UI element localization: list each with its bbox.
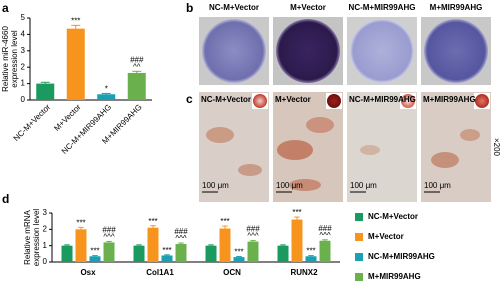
y-tick-label: 3	[21, 46, 26, 55]
image-label: NC-M+Vector	[209, 3, 259, 12]
significance-label: ###	[318, 224, 332, 233]
y-tick-label: 3	[43, 208, 48, 217]
scale-bar-label: 100 μm	[424, 181, 451, 190]
significance-label: ***	[76, 218, 85, 227]
significance-label: ###	[130, 55, 144, 64]
significance-label: ***	[162, 246, 171, 255]
x-tick-label: NC-M+Vector	[12, 102, 53, 143]
legend-label: M+Vector	[368, 232, 404, 241]
legend-label: NC-M+Vector	[368, 212, 418, 221]
scale-bar-label: 100 μm	[350, 181, 377, 190]
significance-label: ***	[148, 217, 157, 226]
bar	[61, 245, 73, 262]
y-tick-label: 2	[21, 62, 26, 71]
x-tick-label: Osx	[80, 268, 96, 277]
bar	[161, 255, 173, 262]
significance-label: ^^^	[175, 234, 187, 243]
significance-label: ###	[102, 226, 116, 235]
y-axis-label: Relative miR-4660	[1, 26, 10, 92]
y-axis-label: expression level	[10, 30, 19, 88]
legend-swatch	[355, 213, 363, 221]
legend-label: M+MIR99AHG	[368, 272, 421, 281]
bar	[66, 28, 85, 100]
legend-label: NC-M+MIR99AHG	[368, 252, 435, 261]
image-label: M+MIR99AHG	[423, 95, 476, 104]
significance-label: ***	[292, 208, 301, 217]
significance-label: ***	[71, 16, 80, 25]
y-tick-label: 2	[43, 224, 48, 233]
panel-label: c	[186, 92, 193, 106]
bar	[133, 245, 145, 262]
significance-label: ^^^	[319, 231, 331, 240]
y-tick-label: 0	[21, 95, 26, 104]
significance-label: ***	[234, 248, 243, 257]
significance-label: ***	[306, 247, 315, 256]
y-tick-label: 4	[21, 30, 26, 39]
y-tick-label: 1	[43, 241, 48, 250]
image-label: M+Vector	[275, 95, 311, 104]
dish-images	[199, 17, 491, 85]
bar	[147, 227, 159, 262]
y-axis-label: Relative mRNA	[23, 210, 32, 265]
y-axis-label: expression level	[32, 209, 41, 267]
bar	[247, 241, 259, 262]
bar	[233, 257, 245, 262]
bar	[75, 229, 87, 262]
legend-swatch	[355, 253, 363, 261]
scale-bar-label: 100 μm	[276, 181, 303, 190]
bar	[36, 83, 55, 100]
panel-label: b	[186, 1, 193, 15]
panel-label: d	[2, 192, 9, 206]
significance-label: ***	[220, 217, 229, 226]
significance-label: ***	[90, 247, 99, 256]
significance-label: ###	[246, 225, 260, 234]
panel-label: a	[2, 1, 9, 15]
image-label: NC-M+MIR99AHG	[349, 95, 416, 104]
x-tick-label: Col1A1	[146, 268, 174, 277]
bar	[127, 72, 146, 100]
significance-label: ^^^	[247, 232, 259, 241]
bar	[319, 240, 331, 262]
bar	[219, 228, 231, 262]
bar	[97, 94, 116, 100]
image-label: M+Vector	[290, 3, 326, 12]
legend-swatch	[355, 233, 363, 241]
stain-images	[199, 92, 491, 202]
y-tick-label: 1	[21, 79, 26, 88]
significance-label: ^^^	[103, 233, 115, 242]
image-label: NC-M+Vector	[201, 95, 251, 104]
significance-label: ^^	[133, 62, 141, 71]
bar	[291, 219, 303, 262]
y-tick-label: 0	[43, 257, 48, 266]
x-tick-label: RUNX2	[290, 268, 318, 277]
image-label: M+MIR99AHG	[430, 3, 483, 12]
bar	[103, 242, 115, 262]
x-tick-label: M+Vector	[52, 102, 83, 133]
x-tick-label: OCN	[223, 268, 241, 277]
magnification: ×200	[492, 138, 500, 157]
bar	[305, 256, 317, 262]
significance-label: ###	[174, 227, 188, 236]
y-tick-label: 5	[21, 13, 26, 22]
bar	[89, 256, 101, 262]
bar	[205, 245, 217, 262]
significance-label: *	[105, 85, 108, 94]
bar	[277, 245, 289, 262]
scale-bar-label: 100 μm	[202, 181, 229, 190]
image-label: NC-M+MIR99AHG	[349, 3, 416, 12]
legend-swatch	[355, 273, 363, 281]
bar	[175, 244, 187, 262]
